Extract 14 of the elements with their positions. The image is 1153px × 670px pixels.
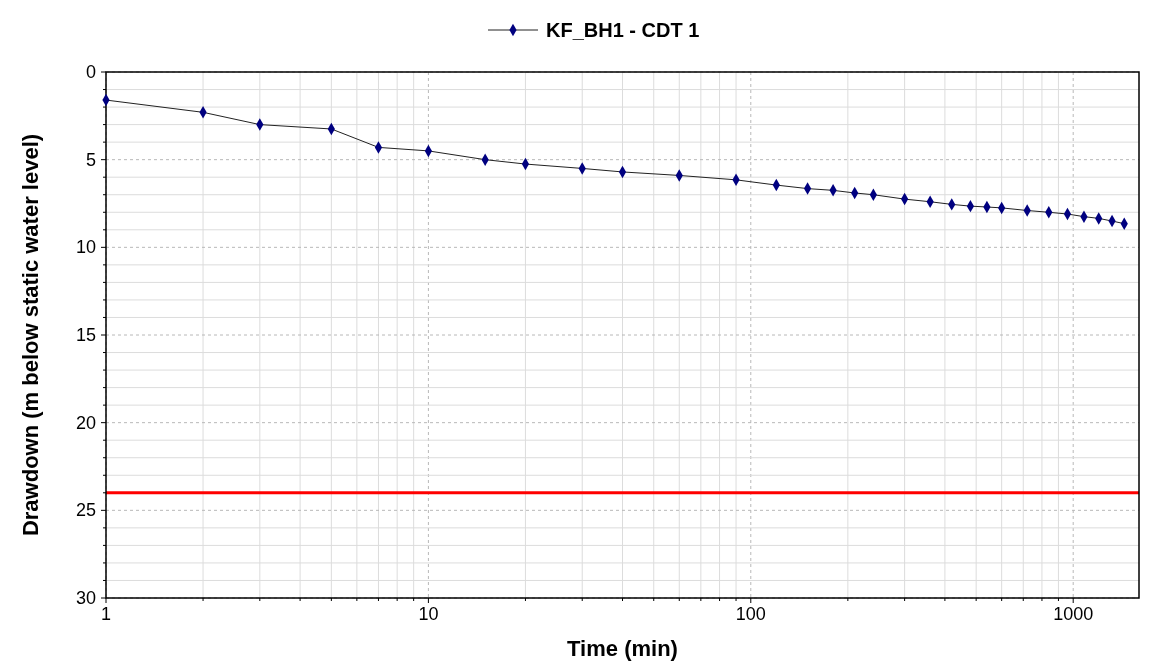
y-tick-label: 0 (85, 62, 96, 82)
y-tick-label: 25 (75, 500, 96, 521)
x-axis-title: Time (min) (567, 636, 678, 661)
y-tick-label: 15 (75, 325, 96, 345)
y-tick-label: 5 (85, 149, 96, 170)
x-tick-label: 1 (100, 604, 112, 624)
y-axis-title: Drawdown (m below static water level) (18, 133, 43, 537)
x-tick-label: 100 (735, 604, 766, 624)
x-tick-label: 10 (418, 604, 439, 624)
y-tick-label: 30 (75, 588, 96, 608)
y-tick-label: 20 (75, 412, 96, 433)
y-tick-label: 10 (75, 237, 96, 258)
legend-label: KF_BH1 - CDT 1 (546, 19, 700, 41)
x-tick-label: 1000 (1053, 604, 1094, 624)
